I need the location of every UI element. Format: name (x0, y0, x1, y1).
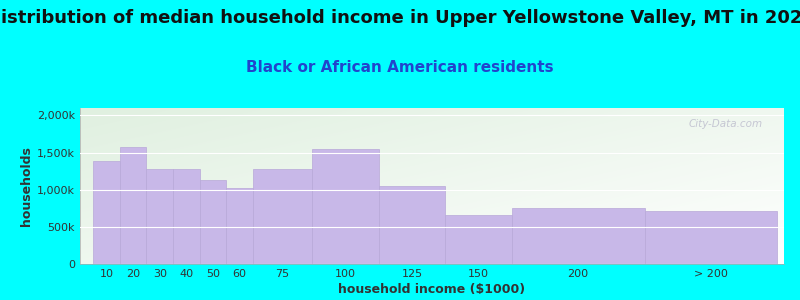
Bar (120, 147, 146, 264)
Bar (379, 186, 446, 264)
Bar (146, 169, 173, 264)
Bar (645, 211, 778, 264)
Y-axis label: households: households (20, 146, 33, 226)
Bar (173, 169, 199, 264)
Text: Black or African American residents: Black or African American residents (246, 60, 554, 75)
Bar (226, 188, 253, 264)
Text: Distribution of median household income in Upper Yellowstone Valley, MT in 2022: Distribution of median household income … (0, 9, 800, 27)
Bar (313, 149, 379, 264)
Bar (94, 161, 120, 264)
Bar (253, 169, 313, 264)
X-axis label: household income ($1000): household income ($1000) (338, 283, 526, 296)
Bar (199, 180, 226, 264)
Bar (512, 208, 645, 264)
Bar (446, 215, 512, 264)
Text: City-Data.com: City-Data.com (689, 119, 763, 129)
